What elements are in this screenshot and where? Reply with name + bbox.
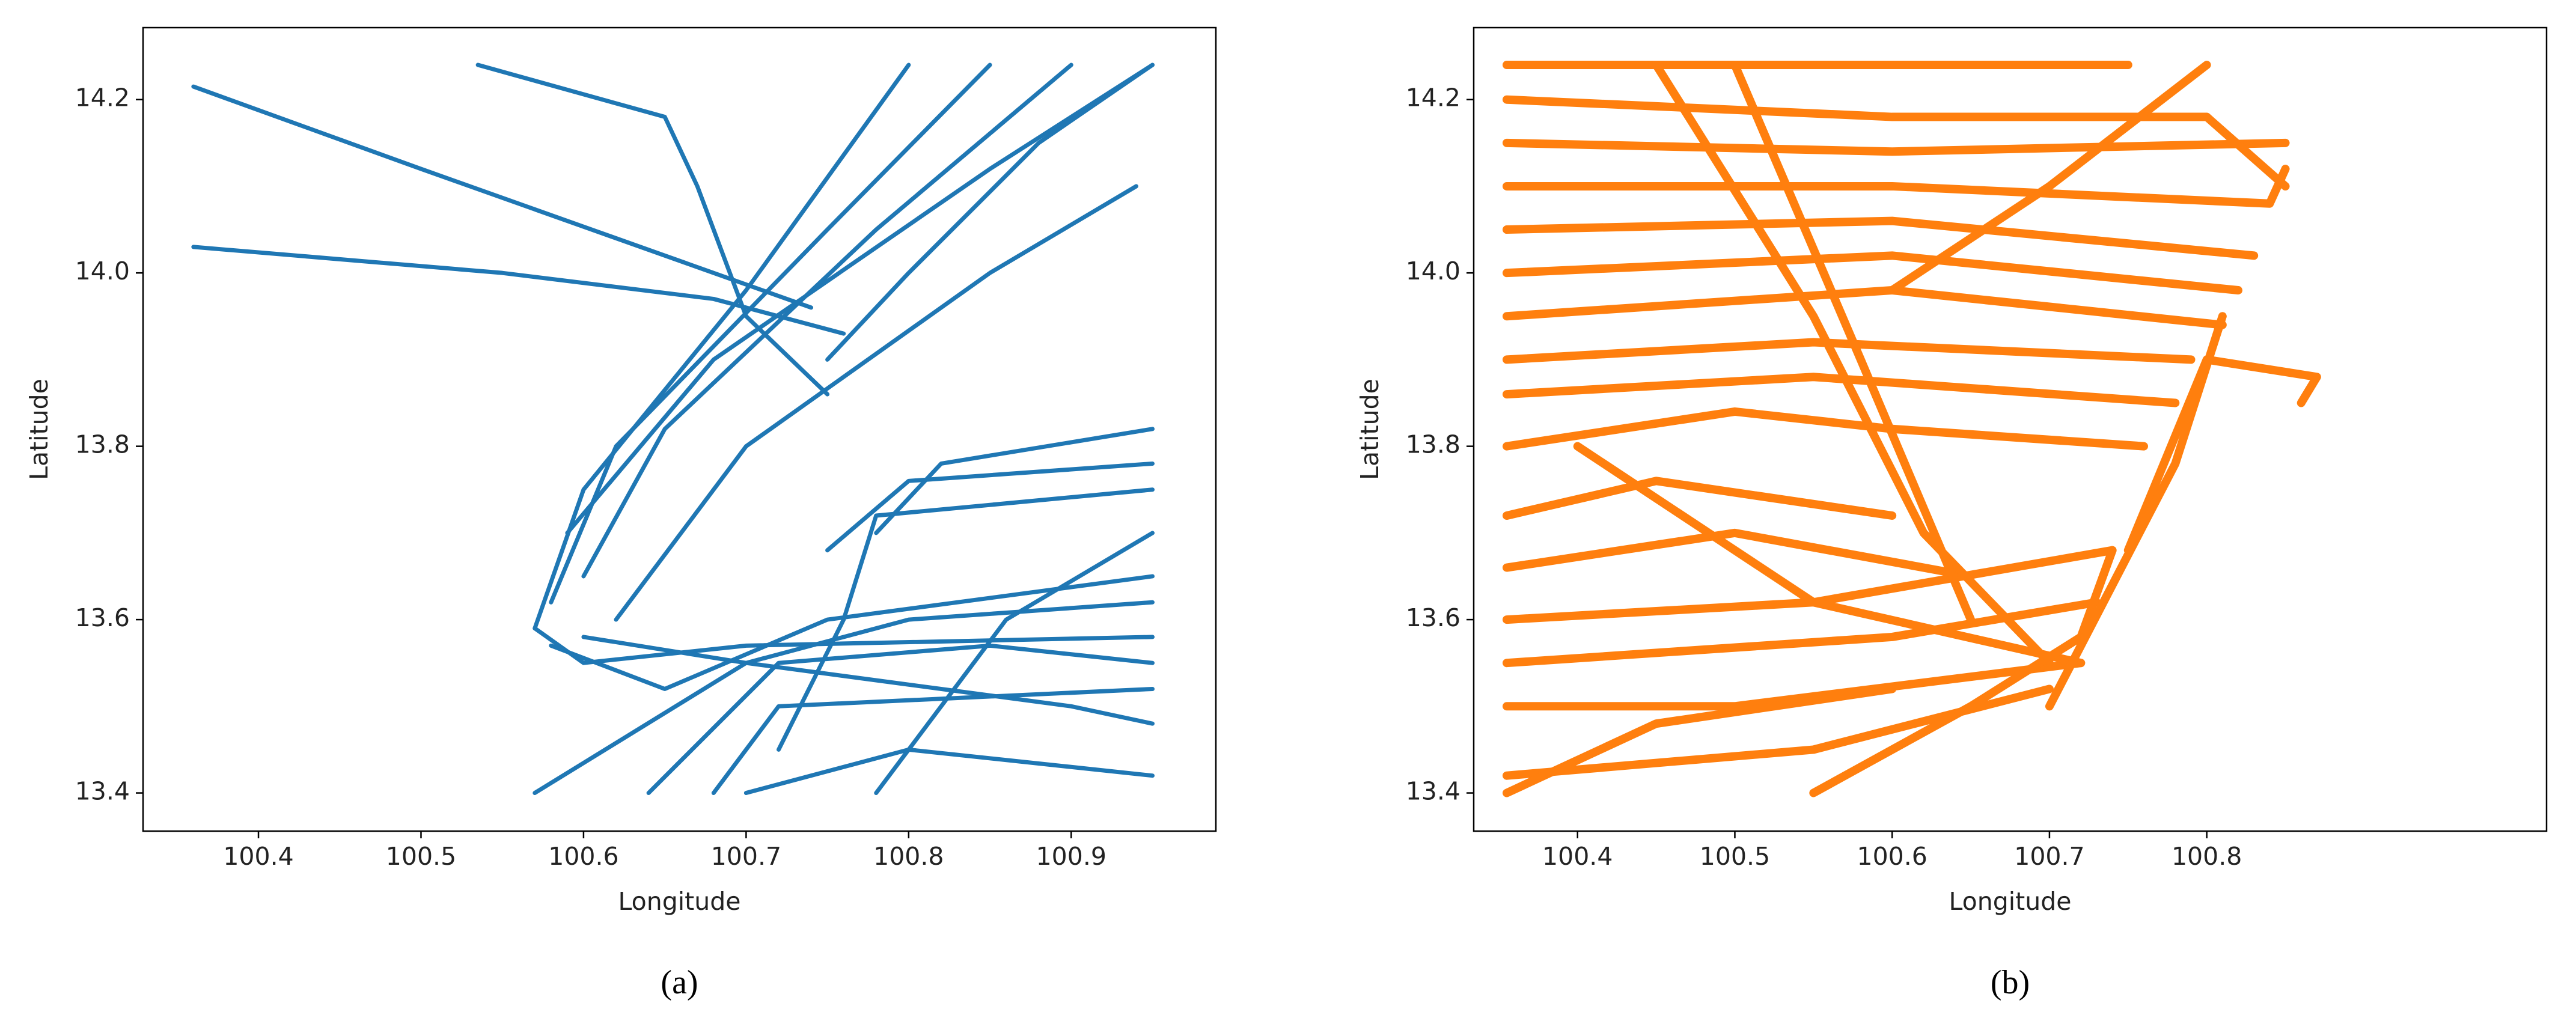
- trajectory: [1502, 684, 1897, 797]
- trajectory: [1502, 251, 2243, 295]
- x-tick-label: 100.4: [1542, 842, 1613, 871]
- y-tick-label: 13.4: [1406, 777, 1460, 806]
- trajectory: [191, 84, 814, 310]
- x-tick-label: 100.5: [1700, 842, 1770, 871]
- x-tick-label: 100.8: [873, 842, 944, 871]
- trajectory: [565, 62, 1155, 535]
- trajectory: [1888, 61, 2211, 295]
- y-tick-label: 13.8: [75, 430, 130, 459]
- axes-frame: [142, 26, 1217, 832]
- x-tick-label: 100.6: [548, 842, 618, 871]
- trajectory: [743, 747, 1155, 796]
- trajectory: [874, 531, 1155, 796]
- trajectory: [825, 62, 1155, 362]
- y-tick-label: 14.2: [75, 84, 130, 112]
- caption: (a): [661, 964, 698, 1001]
- plot-area: [191, 62, 1155, 796]
- trajectory: [1502, 165, 2290, 208]
- trajectory: [614, 184, 1138, 622]
- trajectory: [874, 427, 1155, 535]
- trajectory: [1502, 477, 1897, 520]
- y-tick-label: 14.0: [1406, 257, 1460, 285]
- trajectory: [2045, 312, 2227, 711]
- trajectory: [1730, 61, 1976, 624]
- y-tick-label: 13.6: [75, 603, 130, 632]
- trajectory: [475, 62, 830, 397]
- trajectory: [533, 626, 1155, 665]
- trajectory: [1502, 598, 2101, 668]
- trajectory: [1502, 95, 2290, 190]
- x-tick-label: 100.4: [223, 842, 293, 871]
- x-axis-label: Longitude: [1949, 887, 2072, 916]
- trajectory: [1502, 407, 2148, 451]
- y-axis-label: Latitude: [25, 379, 53, 480]
- trajectory: [646, 643, 1155, 796]
- trajectory: [1502, 659, 2086, 711]
- x-tick-label: 100.8: [2172, 842, 2242, 871]
- x-tick-label: 100.5: [386, 842, 456, 871]
- trajectory: [1502, 286, 2227, 329]
- trajectory: [549, 574, 1155, 691]
- y-tick-label: 13.4: [75, 777, 130, 806]
- trajectory: [1502, 546, 2117, 624]
- trajectory: [1652, 61, 2054, 668]
- trajectory: [1502, 216, 2259, 260]
- x-tick-label: 100.9: [1036, 842, 1106, 871]
- y-axis-label: Latitude: [1355, 379, 1384, 480]
- trajectory: [825, 461, 1155, 553]
- y-tick-label: 13.6: [1406, 603, 1460, 632]
- axes-frame: [1473, 26, 2548, 832]
- caption: (b): [1991, 964, 2030, 1001]
- trajectory: [1809, 546, 2117, 797]
- y-tick-label: 14.2: [1406, 84, 1460, 112]
- trajectory: [1502, 528, 1976, 581]
- trajectory: [533, 600, 1155, 796]
- trajectory: [1502, 373, 2180, 407]
- x-tick-label: 100.7: [2014, 842, 2084, 871]
- trajectory: [1502, 138, 2290, 156]
- trajectory: [533, 62, 911, 630]
- y-tick-label: 13.8: [1406, 430, 1460, 459]
- trajectory: [1573, 442, 2086, 668]
- trajectory: [581, 635, 1155, 726]
- x-axis-label: Longitude: [618, 887, 741, 916]
- x-tick-label: 100.6: [1857, 842, 1927, 871]
- trajectory: [1502, 338, 2196, 364]
- trajectory: [2123, 355, 2321, 555]
- trajectory: [581, 62, 1073, 579]
- trajectory: [776, 487, 1155, 752]
- x-tick-label: 100.7: [711, 842, 781, 871]
- y-tick-label: 14.0: [75, 257, 130, 285]
- plot-area: [1502, 61, 2321, 797]
- trajectory: [549, 62, 992, 605]
- trajectory: [711, 686, 1155, 796]
